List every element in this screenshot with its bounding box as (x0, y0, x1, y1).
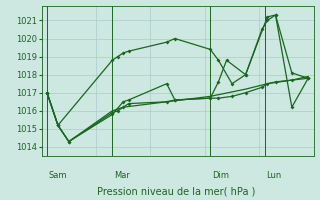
Text: Lun: Lun (266, 171, 282, 180)
Text: Dim: Dim (212, 171, 229, 180)
Text: Pression niveau de la mer( hPa ): Pression niveau de la mer( hPa ) (97, 187, 255, 197)
Text: Mar: Mar (114, 171, 130, 180)
Text: Sam: Sam (49, 171, 67, 180)
